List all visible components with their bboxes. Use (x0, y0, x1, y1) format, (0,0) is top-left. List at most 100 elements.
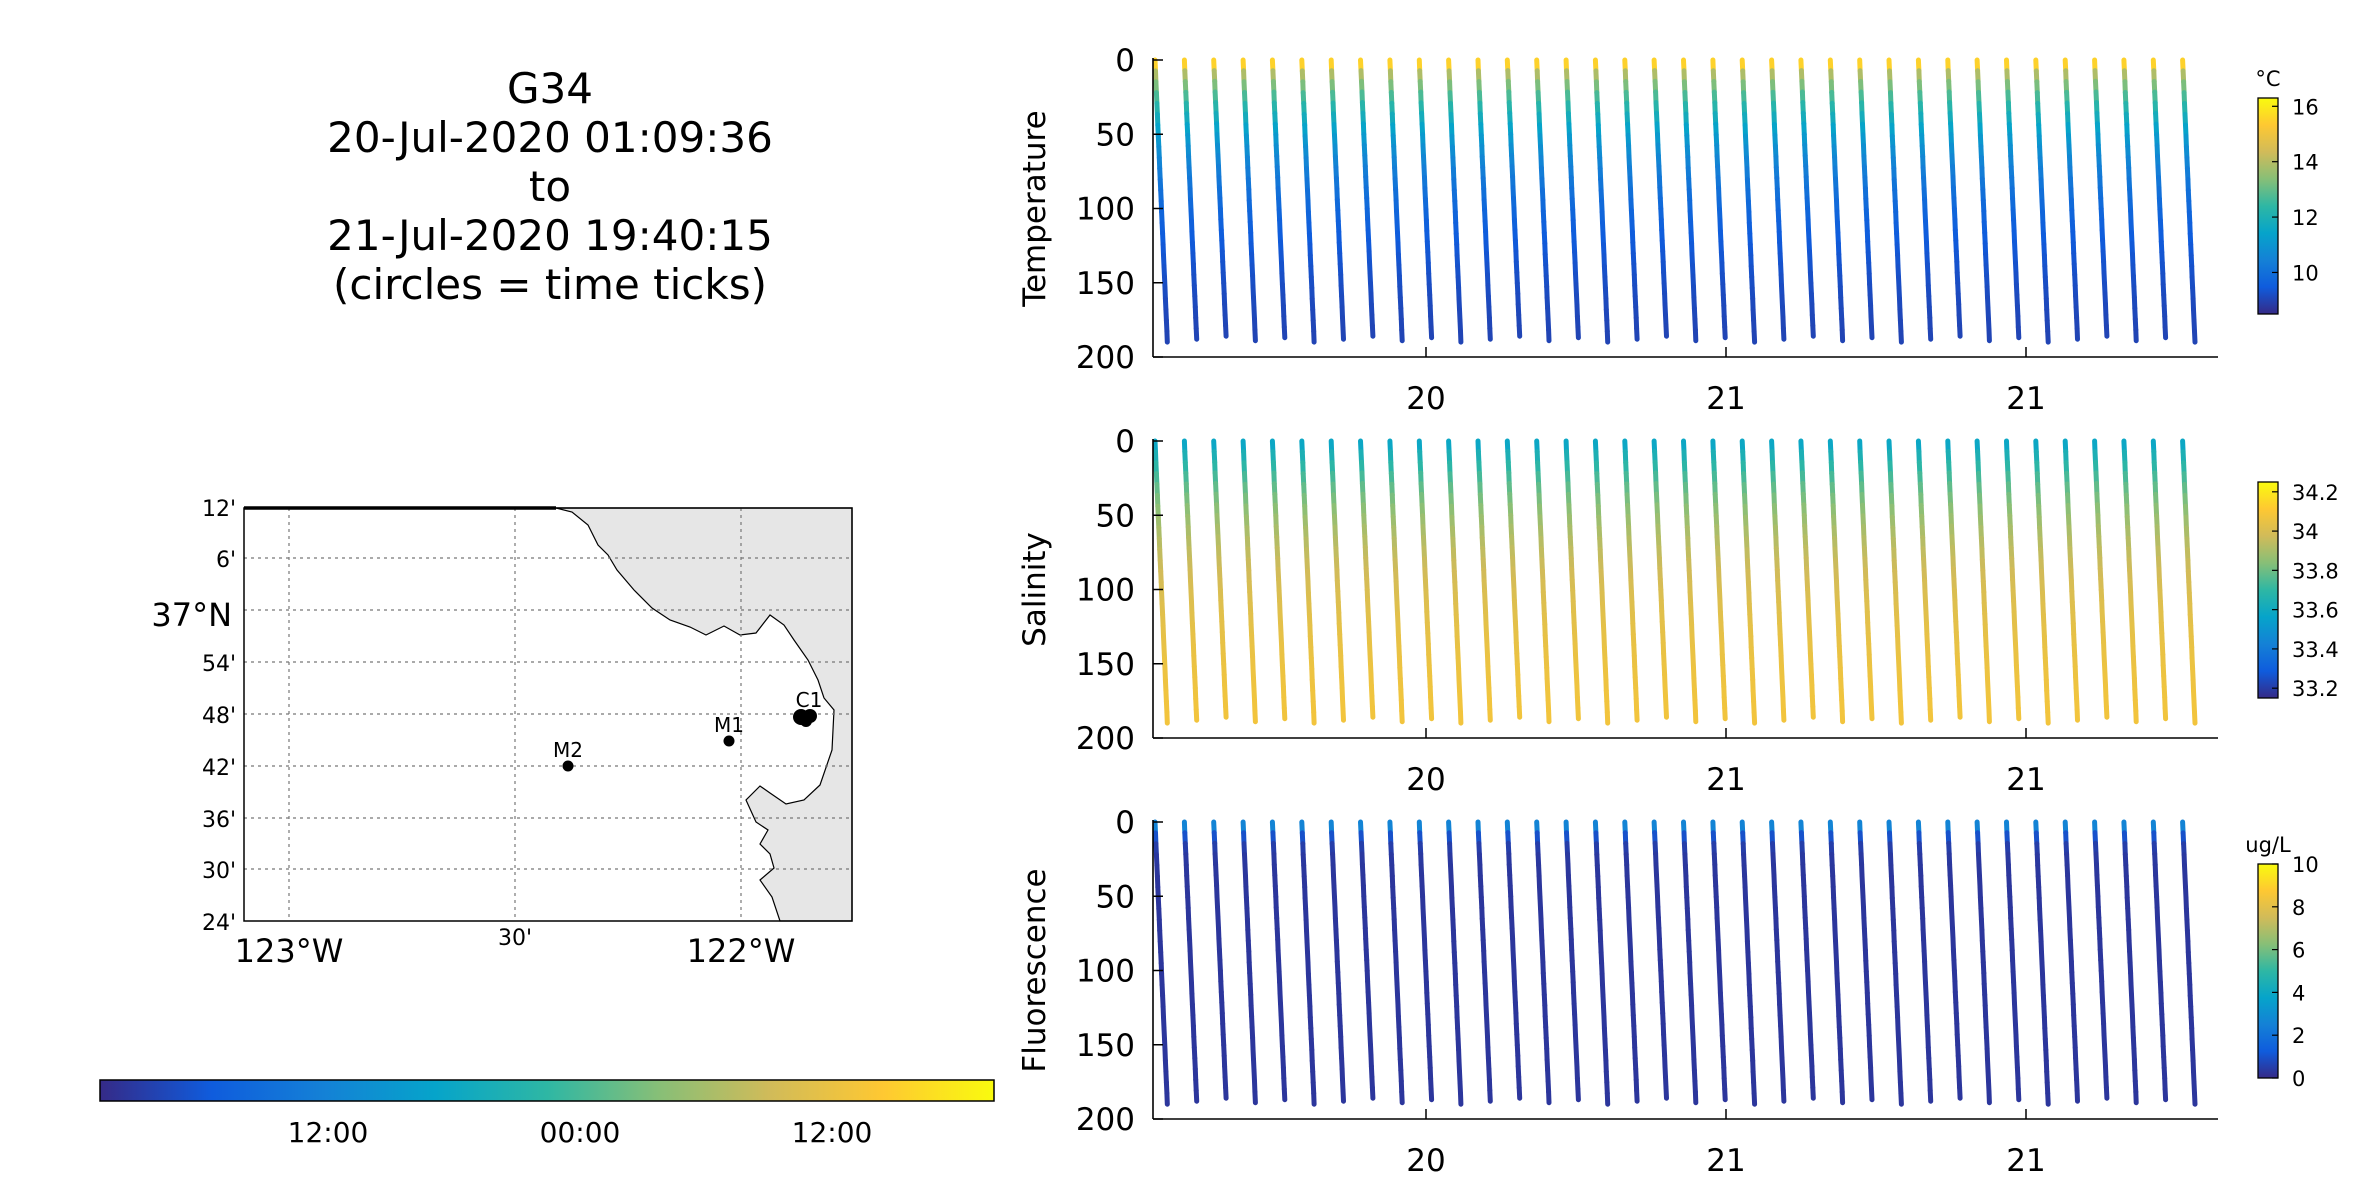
colorbar-gradient (2257, 97, 2279, 315)
profile-point (1193, 325, 1200, 342)
y-tick-label: 200 (1076, 340, 1135, 376)
title-note: (circles = time ticks) (333, 260, 767, 309)
profile-point (1252, 327, 1258, 344)
profile-point (1340, 325, 1346, 342)
y-tick-label: 50 (1096, 879, 1135, 915)
profile-point (2162, 705, 2169, 722)
lat-label: 54' (202, 652, 236, 677)
x-tick-label: 21 (2006, 1143, 2045, 1179)
colorbar-tick-label: 10 (2292, 261, 2319, 285)
colorbar-tick-label: 33.4 (2292, 638, 2339, 662)
lon-label-major: 122°W (687, 932, 796, 970)
y-tick-label: 100 (1076, 954, 1135, 990)
profile-point (1780, 325, 1787, 342)
colorbar-tick-label: 2 (2292, 1024, 2305, 1048)
profile-point (1575, 324, 1581, 341)
time-tick-label: 12:00 (792, 1116, 873, 1149)
map-gridlines (244, 508, 852, 921)
profile-point (1340, 706, 1346, 723)
profile-point (1751, 709, 1758, 726)
lat-label: 42' (202, 756, 236, 781)
profile-point (1252, 1089, 1258, 1106)
profile-point (1399, 1089, 1405, 1106)
profile-point (1869, 1086, 1875, 1103)
x-tick-label: 21 (2006, 762, 2045, 798)
profile-point (1957, 704, 1963, 720)
colorbar-tick-label: 6 (2292, 939, 2305, 963)
colorbar-tick-label: 10 (2292, 853, 2319, 877)
profile-point (2162, 324, 2169, 341)
profile-point (1516, 704, 1523, 720)
profile-point (1223, 323, 1229, 339)
profile-point (2192, 328, 2198, 345)
profile-point (1399, 327, 1405, 344)
y-tick-label: 50 (1096, 117, 1135, 153)
time-tick-label: 00:00 (540, 1116, 621, 1149)
profile-point (1487, 325, 1493, 342)
profile-point (1575, 705, 1581, 722)
title-to: to (528, 162, 572, 211)
profile-point (2103, 323, 2110, 339)
time-colorbar: 12:00 00:00 12:00 (99, 1079, 995, 1149)
profile-point (1193, 706, 1200, 723)
profile-point (1663, 1085, 1669, 1101)
profile-point (1663, 323, 1669, 339)
colorbar-unit: ug/L (2245, 833, 2291, 857)
profile-point (1927, 706, 1934, 723)
colorbar-tick-label: 0 (2292, 1067, 2305, 1091)
colorbar-gradient (2257, 863, 2279, 1079)
colorbar-tick-label: 16 (2292, 95, 2319, 119)
station-c1-label: C1 (796, 688, 823, 712)
profile-point (1487, 706, 1493, 723)
profile-point (1369, 1085, 1376, 1101)
profile-point (1281, 705, 1288, 722)
profile-point (1634, 706, 1640, 723)
profile-point (2192, 1090, 2198, 1107)
time-tick-label: 12:00 (288, 1116, 369, 1149)
profile-point (1663, 704, 1669, 720)
station-m1: M1 (714, 713, 744, 747)
lat-label: 6' (216, 548, 236, 573)
figure-title: G34 20-Jul-2020 01:09:36 to 21-Jul-2020 … (250, 64, 850, 309)
x-tick-label: 20 (1406, 381, 1445, 417)
profile-point (1957, 323, 1963, 339)
profile-point (1780, 1087, 1787, 1104)
colorbar-tick-label: 33.2 (2292, 677, 2339, 701)
profile-point (1869, 324, 1875, 341)
salinity-panel: 0 50 100 150 200 20 21 21 Salinity 34.2 34 33.8 33.6… (1017, 424, 2339, 798)
station-c1: C1 (793, 688, 822, 727)
profile-point (1957, 1085, 1963, 1101)
profile-point (1898, 328, 1904, 345)
profile-point (1428, 705, 1435, 722)
x-tick-label: 21 (1706, 762, 1745, 798)
x-tick-label: 21 (2006, 381, 2045, 417)
colorbar-tick-label: 12 (2292, 206, 2319, 230)
profile-point (1810, 1085, 1816, 1101)
colorbar-tick-label: 33.6 (2292, 599, 2339, 623)
profile-point (1722, 705, 1728, 722)
profile-point (1399, 708, 1405, 725)
profile-point (2045, 328, 2051, 345)
profile-point (1369, 704, 1376, 720)
profile-point (2192, 709, 2198, 726)
colorbar-tick-label: 34.2 (2292, 481, 2339, 505)
y-tick-label: 200 (1076, 1102, 1135, 1138)
glider-track-cluster (800, 715, 812, 727)
lat-label: 30' (202, 859, 236, 884)
profile-point (1223, 704, 1229, 720)
profile-point (1428, 1086, 1435, 1103)
y-tick-label: 100 (1076, 192, 1135, 228)
profile-scatter (1152, 438, 2198, 726)
profile-scatter (1152, 57, 2198, 345)
profile-point (1927, 325, 1934, 342)
station-m2: M2 (553, 738, 583, 772)
profile-point (1722, 1086, 1728, 1103)
lon-label-major: 123°W (235, 932, 344, 970)
station-m2-marker (562, 760, 574, 772)
lat-label-major: 37°N (151, 596, 232, 634)
lat-label: 36' (202, 808, 236, 833)
station-m2-label: M2 (553, 738, 583, 762)
y-tick-label: 50 (1096, 498, 1135, 534)
profile-point (2045, 1090, 2051, 1107)
